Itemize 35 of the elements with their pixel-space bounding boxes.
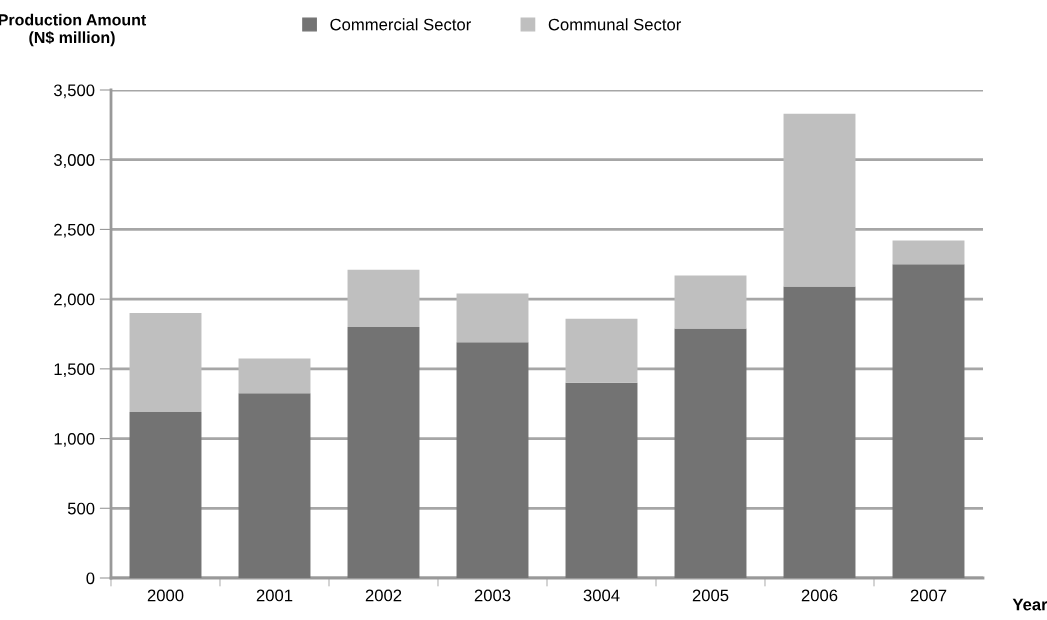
bar	[456, 342, 529, 578]
bar	[674, 275, 747, 329]
y-tick-label: 2,000	[54, 293, 95, 308]
x-tick-label: 2003	[474, 589, 511, 602]
y-tick-label: 3,500	[53, 84, 95, 99]
x-tick-label: 2002	[365, 589, 402, 602]
y-tick-label: 1,500	[54, 363, 95, 378]
y-tick-label: 1,000	[54, 432, 95, 447]
legend-label: Commercial Sector	[330, 18, 471, 31]
x-tick-label: 2000	[147, 589, 184, 602]
bar	[565, 382, 638, 578]
legend-label: Communal Sector	[548, 18, 682, 31]
y-tick-label: 2,500	[54, 223, 95, 238]
bar	[347, 327, 420, 578]
bar	[456, 293, 529, 343]
x-tick-label: 2005	[692, 589, 729, 602]
y-tick-label: 3,000	[53, 154, 95, 168]
x-axis-title: Year	[1012, 598, 1047, 611]
bar	[892, 240, 965, 265]
bar	[238, 393, 311, 578]
bar	[892, 264, 965, 578]
bar	[783, 113, 856, 287]
bar	[347, 269, 420, 328]
bar	[783, 286, 856, 578]
x-tick-label: 2001	[256, 589, 293, 602]
x-tick-label: 3004	[583, 589, 620, 602]
bar	[129, 412, 202, 578]
bar	[238, 358, 311, 394]
bar	[565, 318, 638, 383]
bar	[674, 328, 747, 578]
bar	[129, 313, 202, 413]
x-tick-label: 2007	[910, 589, 947, 602]
y-tick-label: 500	[67, 502, 95, 515]
x-tick-label: 2006	[801, 589, 838, 602]
y-tick-label: 0	[86, 572, 95, 585]
